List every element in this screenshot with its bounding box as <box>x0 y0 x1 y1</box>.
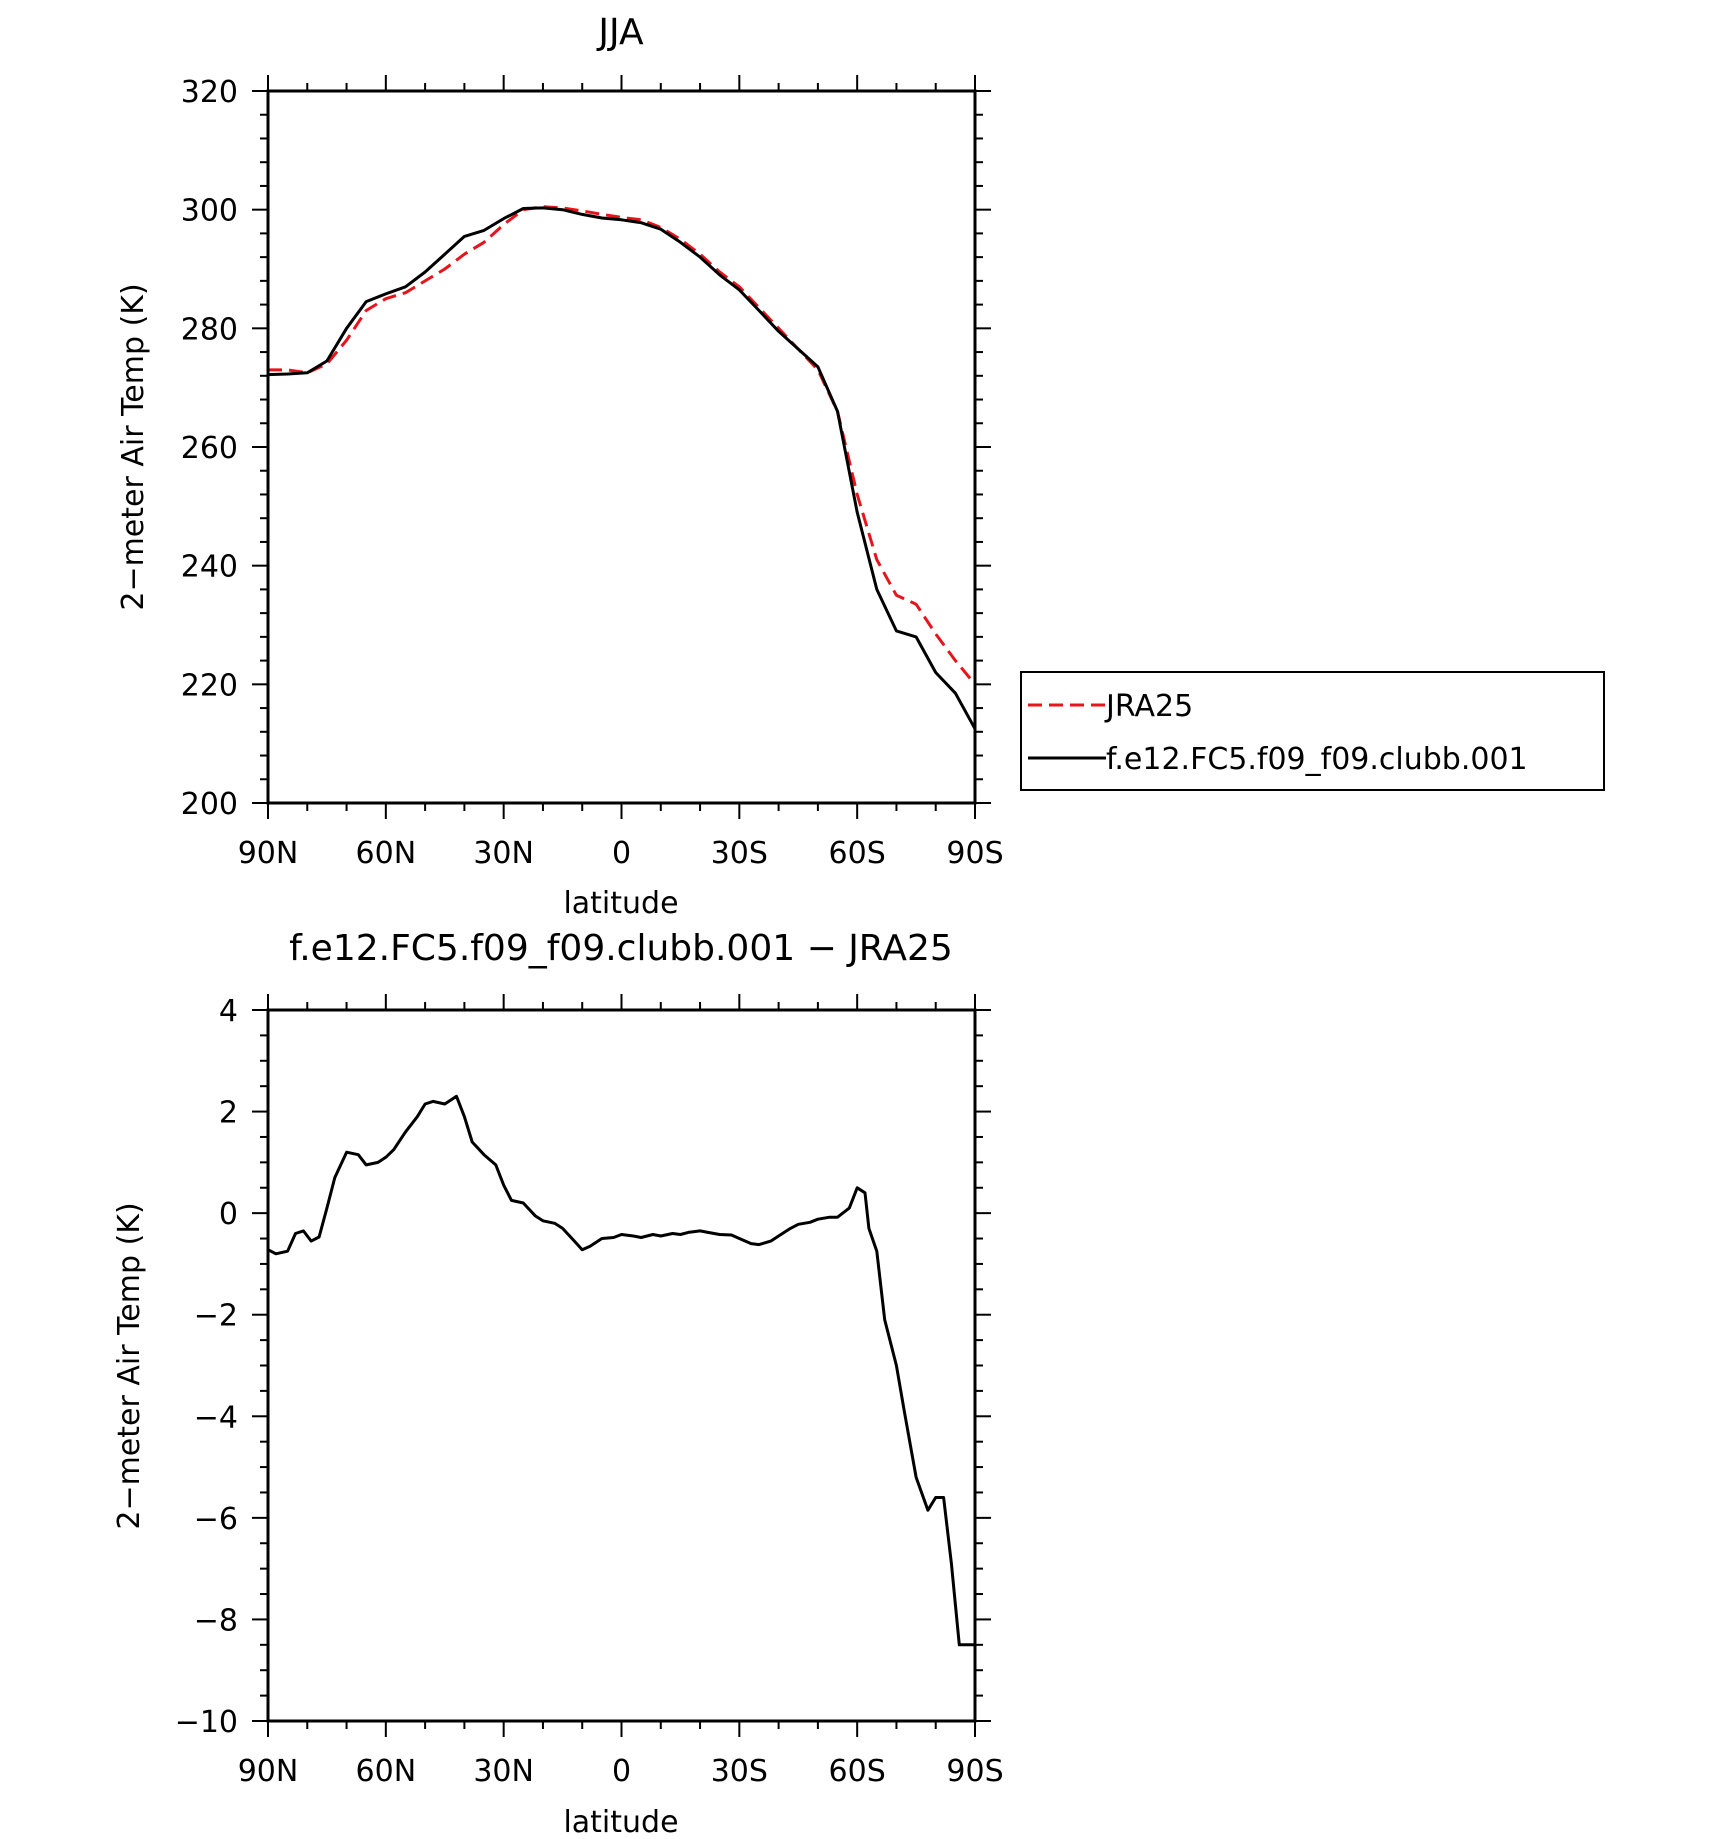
x-tick-label: 60N <box>356 1754 417 1789</box>
y-tick-label: 4 <box>219 994 238 1029</box>
y-tick-label: −4 <box>194 1400 238 1435</box>
y-tick-label: −6 <box>194 1502 238 1537</box>
legend: JRA25 f.e12.FC5.f09_f09.clubb.001 <box>1020 671 1605 791</box>
x-tick-label: 60N <box>356 836 417 871</box>
x-tick-label: 90N <box>238 836 299 871</box>
legend-label-jra25: JRA25 <box>1104 689 1193 724</box>
x-tick-label: 60S <box>829 1754 886 1789</box>
series-group-top <box>267 205 977 730</box>
axis-ticks-bottom: 90N 60N 30N 0 30S 60S 90S 4 2 0 −2 −4 −6 −8 −10 <box>175 994 1004 1789</box>
y-tick-label: 220 <box>181 668 238 703</box>
x-tick-label: 30N <box>473 836 534 871</box>
series-line-model <box>267 1094 975 1647</box>
legend-label-model: f.e12.FC5.f09_f09.clubb.001 <box>1106 742 1528 777</box>
chart-title-bottom: f.e12.FC5.f09_f09.clubb.001 − JRA25 <box>289 928 953 969</box>
x-axis-label-top: latitude <box>563 886 678 921</box>
x-tick-label: 60S <box>829 836 886 871</box>
axis-ticks-top: 90N 60N 30N 0 30S 60S 90S 200 220 240 260 280 300 320 <box>181 75 1004 871</box>
y-tick-label: −8 <box>194 1603 238 1638</box>
chart-title-top: JJA <box>596 12 644 53</box>
plot-frame-top <box>266 89 977 805</box>
x-tick-label: 30S <box>711 836 768 871</box>
chart-panel-top: JJA 90N 60N 30N 0 30S 60S 90S 200 220 240 260 280 30… <box>116 12 1605 921</box>
y-tick-label: 200 <box>181 787 238 822</box>
y-tick-label: −2 <box>194 1299 238 1334</box>
y-tick-label: 280 <box>181 312 238 347</box>
plot-frame-bottom <box>266 1008 977 1723</box>
x-tick-label: 90S <box>946 1754 1003 1789</box>
x-tick-label: 30N <box>473 1754 534 1789</box>
y-axis-label-bottom: 2−meter Air Temp (K) <box>112 1202 147 1529</box>
x-tick-label: 90N <box>238 1754 299 1789</box>
x-tick-label: 30S <box>711 1754 768 1789</box>
y-axis-label-top: 2−meter Air Temp (K) <box>116 283 151 610</box>
y-tick-label: 320 <box>181 75 238 110</box>
x-axis-label-bottom: latitude <box>563 1805 678 1839</box>
y-tick-label: 300 <box>181 194 238 229</box>
series-line-jra25 <box>268 205 977 686</box>
y-tick-label: 260 <box>181 431 238 466</box>
y-tick-label: −10 <box>175 1705 238 1740</box>
series-line-model <box>267 206 977 730</box>
legend-box <box>1020 671 1605 791</box>
y-tick-label: 240 <box>181 550 238 585</box>
x-tick-label: 0 <box>612 836 631 871</box>
y-tick-label: 2 <box>219 1096 238 1131</box>
chart-panel-bottom: f.e12.FC5.f09_f09.clubb.001 − JRA25 90N 6… <box>112 928 1004 1839</box>
y-tick-label: 0 <box>219 1197 238 1232</box>
series-group-bottom <box>267 1094 975 1647</box>
x-tick-label: 0 <box>612 1754 631 1789</box>
x-tick-label: 90S <box>946 836 1003 871</box>
